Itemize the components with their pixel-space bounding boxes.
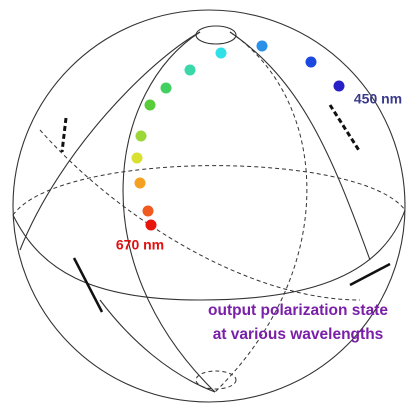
point xyxy=(132,153,143,164)
caption-line: at various wavelengths xyxy=(213,326,384,343)
sphere-outline xyxy=(13,10,405,402)
point xyxy=(135,178,146,189)
point xyxy=(306,57,317,68)
equator-back xyxy=(13,166,405,215)
meridian-far-left xyxy=(20,32,200,250)
point xyxy=(334,81,345,92)
point xyxy=(145,100,156,111)
point xyxy=(216,48,227,59)
poincare-sphere-diagram: 670 nm 450 nm output polarization state … xyxy=(0,0,417,411)
label-670: 670 nm xyxy=(116,237,164,253)
point xyxy=(136,131,147,142)
point xyxy=(185,65,196,76)
point xyxy=(146,220,157,231)
meridian-right xyxy=(230,32,370,260)
point xyxy=(257,41,268,52)
diagonal-back xyxy=(40,130,360,300)
label-450: 450 nm xyxy=(354,91,402,107)
point xyxy=(143,206,154,217)
polarization-points xyxy=(132,41,345,231)
equator-front xyxy=(13,210,405,300)
north-pole xyxy=(196,26,236,44)
sphere xyxy=(13,10,405,402)
axis-mark xyxy=(350,264,390,285)
point xyxy=(161,83,172,94)
caption-line: output polarization state xyxy=(208,302,388,319)
south-pole xyxy=(196,371,236,389)
meridian-lower xyxy=(100,300,215,392)
axis-mark xyxy=(74,258,102,312)
axis-mark xyxy=(62,118,66,152)
axis-mark xyxy=(330,105,360,152)
